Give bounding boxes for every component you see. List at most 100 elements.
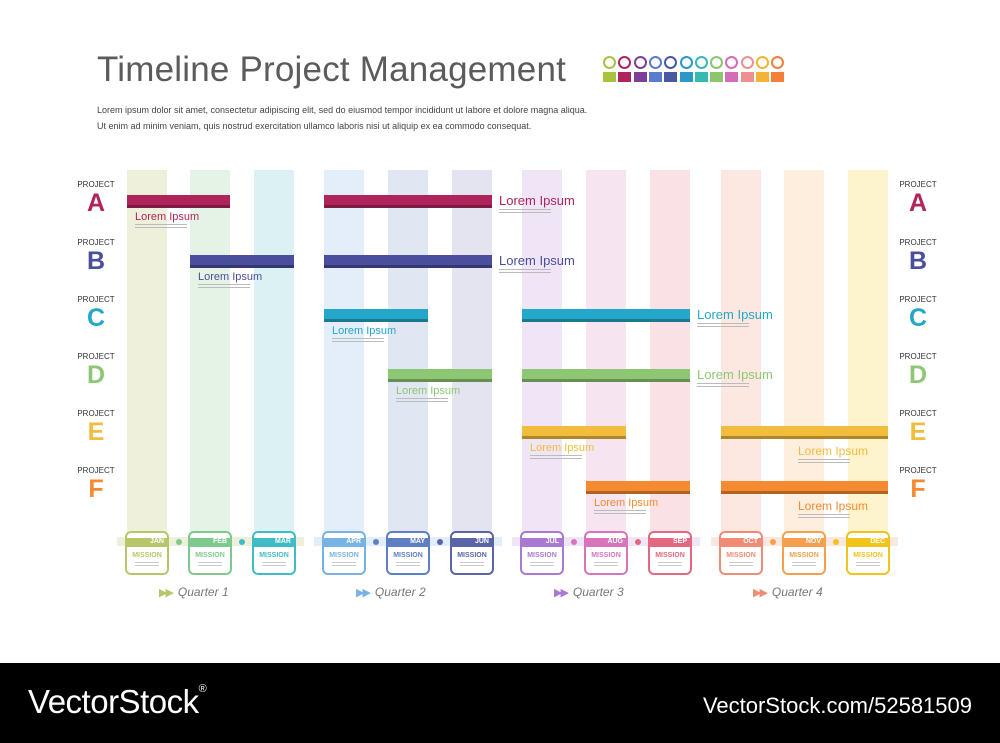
palette-ring-icon: [694, 56, 708, 69]
bar-caption-lines: [499, 269, 551, 275]
bar-caption-lines: [332, 338, 384, 344]
project-prefix-right: PROJECT: [899, 409, 937, 418]
bar-label: Lorem Ipsum: [530, 442, 595, 454]
month-name: JAN: [149, 538, 164, 545]
month-card: DEC MISSION: [846, 531, 890, 575]
mission-line: [856, 565, 880, 566]
page-title: Timeline Project Management: [97, 50, 567, 89]
project-letter-left: A: [86, 189, 106, 217]
palette-ring-icon: [633, 56, 647, 69]
month-tab: [127, 538, 167, 547]
bar-shadow: [522, 436, 626, 439]
footer-bar: VectorStock® VectorStock.com/52581509: [0, 663, 1000, 743]
project-prefix-right: PROJECT: [899, 466, 937, 475]
stock-id: VectorStock.com/52581509: [702, 693, 972, 718]
bar-shadow: [324, 319, 428, 322]
project-prefix-right: PROJECT: [899, 295, 937, 304]
timeline-bar: [324, 195, 492, 208]
month-tab: [721, 538, 761, 547]
mission-line: [396, 565, 420, 566]
mission-title: MISSION: [527, 552, 557, 559]
bar-label: Lorem Ipsum: [697, 367, 773, 382]
project-letter-right: E: [909, 418, 927, 446]
quarter-name: Quarter 4: [771, 585, 823, 599]
palette-square-icon: [603, 72, 616, 82]
bar-caption-lines: [198, 284, 250, 290]
play-icon: ▶▶: [753, 587, 768, 599]
timeline-bar: [522, 369, 690, 382]
palette-square-icon: [648, 72, 662, 82]
month-name: NOV: [805, 538, 821, 545]
palette-square-icon: [633, 72, 647, 82]
mission-line: [460, 562, 484, 563]
palette-ring-icon: [679, 56, 693, 69]
palette-square-icon: [756, 72, 769, 82]
play-icon: ▶▶: [356, 587, 371, 599]
mission-title: MISSION: [726, 552, 756, 559]
palette-ring-icon: [771, 56, 785, 69]
month-name: APR: [346, 538, 361, 545]
mission-line: [135, 562, 159, 563]
bar-label: Lorem Ipsum: [135, 211, 200, 223]
bar-caption-lines: [594, 510, 646, 516]
track-dot: [635, 539, 641, 545]
project-prefix-left: PROJECT: [77, 409, 115, 418]
palette-ring-icon: [740, 56, 754, 69]
project-letter-right: F: [910, 475, 926, 503]
project-prefix-left: PROJECT: [77, 238, 115, 247]
mission-line: [729, 565, 753, 566]
bar-caption-lines: [697, 323, 749, 329]
bar-label: Lorem Ipsum: [594, 497, 659, 509]
mission-line: [530, 562, 554, 563]
month-tab: [650, 538, 690, 547]
bar-shadow: [324, 265, 492, 268]
bar-caption-lines: [798, 514, 850, 520]
month-card: MAR MISSION: [252, 531, 296, 575]
track-dot: [437, 539, 443, 545]
project-letter-left: D: [86, 361, 106, 389]
mission-title: MISSION: [853, 552, 883, 559]
palette-square-icon: [740, 72, 754, 82]
bar-label: Lorem Ipsum: [198, 271, 263, 283]
track-dot: [769, 539, 776, 545]
month-name: JUL: [545, 538, 559, 545]
play-icon: ▶▶: [554, 587, 569, 599]
month-tab: [388, 538, 428, 547]
mission-line: [729, 562, 753, 563]
month-name: OCT: [743, 538, 758, 545]
bar-caption-lines: [530, 455, 582, 461]
timeline-bar: [721, 426, 888, 439]
quarter-label: ▶▶ Quarter 1: [159, 585, 229, 599]
month-card: JAN MISSION: [125, 531, 169, 575]
month-card: MAY MISSION: [386, 531, 430, 575]
project-prefix-left: PROJECT: [77, 295, 115, 304]
mission-title: MISSION: [789, 552, 819, 559]
month-card: SEP MISSION: [648, 531, 692, 575]
timeline-bar: [190, 255, 294, 268]
palette-square-icon: [618, 72, 632, 82]
month-card: AUG MISSION: [584, 531, 628, 575]
month-tab: [452, 538, 492, 547]
month-card: APR MISSION: [322, 531, 366, 575]
bar-shadow: [190, 265, 294, 268]
month-name: SEP: [672, 538, 687, 545]
bar-label: Lorem Ipsum: [332, 325, 397, 337]
bar-caption-lines: [396, 398, 448, 404]
month-name: MAY: [410, 538, 425, 545]
month-name: MAR: [275, 538, 291, 545]
month-tab: [522, 538, 562, 547]
brand-logo: VectorStock®: [28, 683, 207, 720]
project-letter-left: E: [87, 418, 105, 446]
mission-line: [658, 565, 682, 566]
palette-ring-icon: [664, 56, 678, 69]
timeline-bar: [388, 369, 492, 382]
month-name: FEB: [213, 538, 227, 545]
bar-caption-lines: [697, 383, 749, 389]
bar-label: Lorem Ipsum: [697, 307, 773, 322]
mission-title: MISSION: [591, 552, 621, 559]
mission-line: [262, 562, 286, 563]
palette-square-icon: [664, 72, 678, 82]
intro-line-1: Lorem ipsum dolor sit amet, consectetur …: [97, 105, 588, 115]
track-dot: [833, 539, 839, 545]
bar-caption-lines: [499, 209, 551, 215]
